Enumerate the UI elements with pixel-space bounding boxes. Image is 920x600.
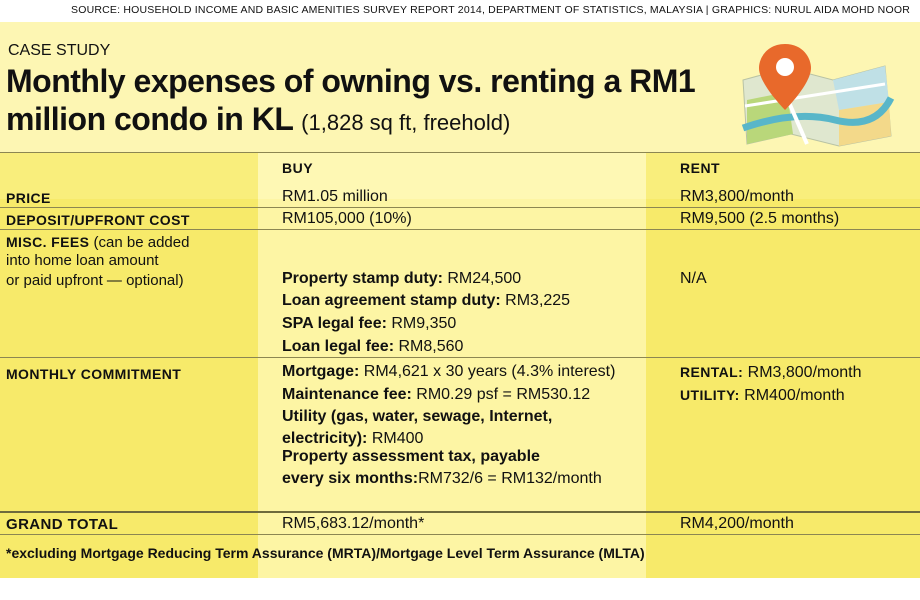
row-label-misc: MISC. FEES (can be added	[6, 232, 189, 253]
divider	[0, 229, 920, 230]
monthly-buy-line: every six months:RM732/6 = RM132/month	[282, 470, 602, 487]
column-header-rent: RENT	[680, 160, 721, 176]
monthly-rent-line: UTILITY: RM400/month	[680, 387, 845, 404]
row-label-monthly: MONTHLY COMMITMENT	[6, 366, 182, 382]
misc-label-bold: MISC. FEES	[6, 234, 90, 250]
footnote: *excluding Mortgage Reducing Term Assura…	[6, 545, 645, 561]
kicker: CASE STUDY	[8, 42, 111, 59]
header-strip-buy	[258, 153, 646, 199]
monthly-buy-line: Property assessment tax, payable	[282, 448, 540, 465]
total-rent: RM4,200/month	[680, 515, 794, 532]
misc-item: Property stamp duty: RM24,500	[282, 270, 522, 287]
map-pin-icon	[741, 44, 895, 147]
label-column	[0, 153, 258, 578]
monthly-buy-line: Maintenance fee: RM0.29 psf = RM530.12	[282, 386, 591, 403]
title-sub: (1,828 sq ft, freehold)	[301, 110, 511, 135]
price-rent: RM3,800/month	[680, 188, 794, 205]
price-buy: RM1.05 million	[282, 188, 388, 205]
monthly-rent-line: RENTAL: RM3,800/month	[680, 364, 862, 381]
rent-column	[646, 153, 920, 578]
misc-item: SPA legal fee: RM9,350	[282, 315, 457, 332]
divider	[0, 511, 920, 513]
misc-item: Loan legal fee: RM8,560	[282, 338, 464, 355]
misc-item: Loan agreement stamp duty: RM3,225	[282, 292, 571, 309]
misc-label-line3: or paid upfront — optional)	[6, 272, 184, 289]
divider	[0, 534, 920, 535]
total-buy: RM5,683.12/month*	[282, 515, 425, 532]
divider	[0, 207, 920, 208]
row-label-price: PRICE	[6, 190, 51, 206]
page-title: Monthly expenses of owning vs. renting a…	[6, 62, 726, 142]
monthly-buy-line: Utility (gas, water, sewage, Internet,	[282, 408, 553, 425]
divider	[0, 357, 920, 358]
title-main: Monthly expenses of owning vs. renting a…	[6, 63, 696, 137]
source-line: SOURCE: HOUSEHOLD INCOME AND BASIC AMENI…	[71, 4, 910, 16]
misc-label-line2: into home loan amount	[6, 252, 159, 269]
monthly-buy-line: electricity): RM400	[282, 430, 424, 447]
monthly-buy-line: Mortgage: RM4,621 x 30 years (4.3% inter…	[282, 363, 616, 380]
deposit-buy: RM105,000 (10%)	[282, 210, 412, 227]
row-label-deposit: DEPOSIT/UPFRONT COST	[6, 212, 190, 228]
row-label-total: GRAND TOTAL	[6, 516, 119, 533]
divider	[0, 152, 920, 153]
buy-column	[258, 153, 646, 578]
deposit-rent: RM9,500 (2.5 months)	[680, 210, 840, 227]
misc-label-rest: (can be added	[93, 234, 190, 251]
misc-rent: N/A	[680, 270, 707, 287]
column-header-buy: BUY	[282, 160, 314, 176]
